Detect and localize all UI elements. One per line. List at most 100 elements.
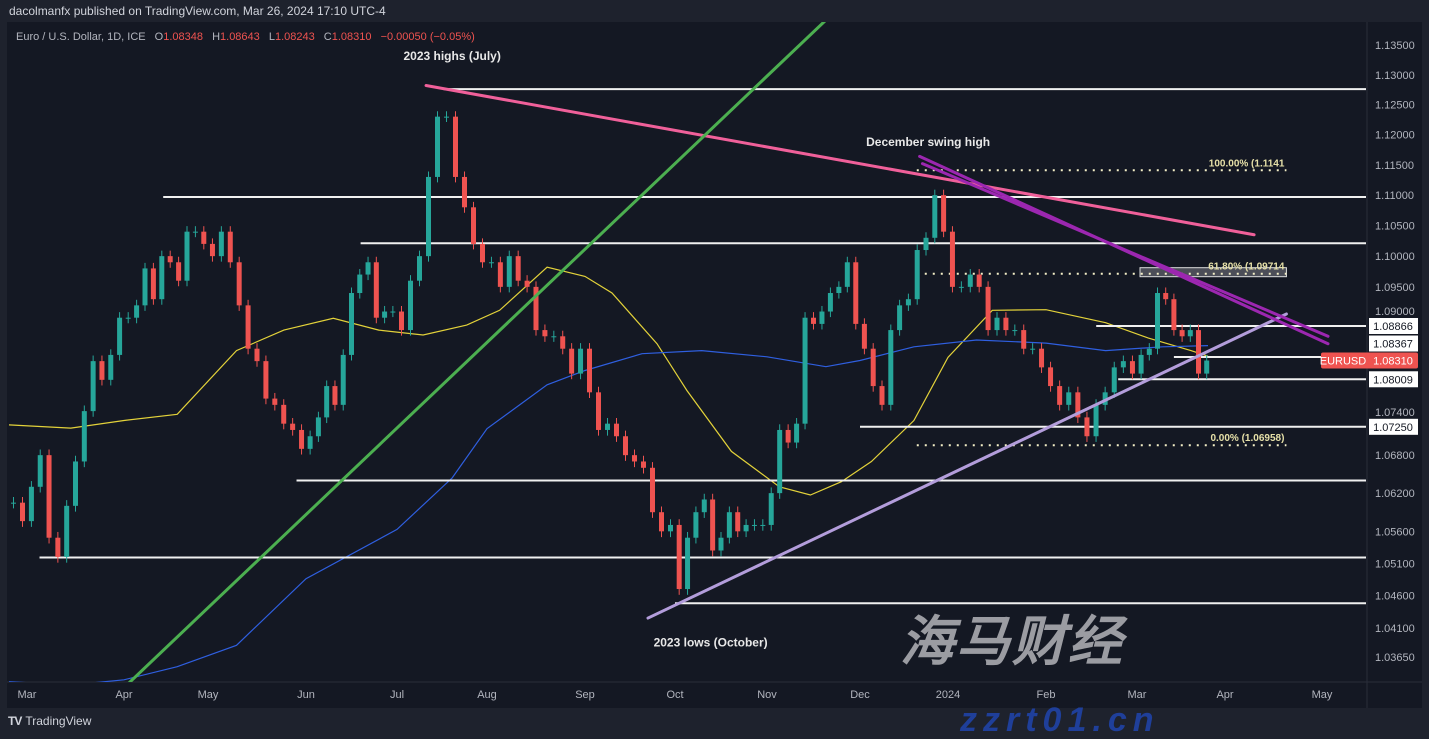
close-value: 1.08310 [331, 31, 372, 43]
candle [290, 423, 296, 430]
candle [560, 336, 566, 349]
candle [497, 262, 503, 287]
candle [426, 176, 431, 257]
trendline[interactable] [424, 84, 1256, 237]
candle [967, 274, 973, 287]
candle [28, 486, 34, 522]
last-price-value: 1.08310 [1373, 356, 1413, 368]
candle [614, 423, 619, 437]
price-tick-label: 1.09000 [1375, 306, 1415, 318]
time-axis[interactable]: Mar Apr May Jun Jul Aug Sep Oct Nov Dec 2024 Feb Mar… [18, 689, 1333, 701]
candle [1129, 361, 1135, 374]
candle [201, 231, 207, 244]
time-tick-label: Oct [666, 689, 683, 701]
tradingview-footer[interactable]: TV TradingView [8, 714, 91, 728]
candle [272, 398, 278, 405]
horizontal-levels [39, 88, 1366, 605]
tradingview-brand: TradingView [25, 714, 92, 728]
candle [382, 311, 388, 318]
candle [488, 262, 494, 264]
candle [777, 429, 783, 494]
candle [1120, 361, 1126, 368]
price-tick-label: 1.13000 [1375, 70, 1415, 82]
time-tick-label: Mar [1128, 689, 1147, 701]
candle [794, 423, 800, 443]
candle [1171, 299, 1177, 331]
candle [914, 250, 920, 300]
level-price-box [1369, 335, 1418, 352]
candle [1039, 348, 1045, 368]
candle [315, 417, 321, 437]
time-tick-label: May [198, 689, 219, 701]
candle [743, 524, 749, 532]
candle [20, 502, 25, 522]
time-tick-label: Dec [850, 689, 870, 701]
annotation-label: 2023 lows (October) [654, 636, 768, 650]
candle [506, 256, 512, 287]
high-label: H [212, 31, 221, 43]
candle [324, 386, 330, 418]
candle [90, 361, 96, 412]
candle [480, 243, 485, 263]
candle [471, 207, 476, 244]
candle [218, 231, 224, 257]
candle [1204, 360, 1210, 374]
candle [685, 537, 691, 590]
candle [515, 256, 521, 281]
candle [1093, 404, 1099, 437]
candle [435, 116, 440, 177]
candle [1030, 348, 1036, 350]
fibonacci-retracement[interactable]: 100.00% (1.1141 61.80% (1.09714 0.00% (1.0… [916, 158, 1287, 447]
watermark-url: zzrt01.cn [960, 701, 1160, 739]
candles [11, 111, 1210, 595]
low-value: 1.08243 [274, 31, 315, 43]
price-tick-label: 1.04100 [1375, 623, 1415, 635]
candle [897, 305, 903, 331]
level-price-label: 1.08866 [1373, 321, 1413, 333]
level-price-label: 1.08367 [1373, 339, 1413, 351]
candle [701, 499, 707, 513]
candle [623, 436, 628, 456]
time-tick-label: Nov [757, 689, 777, 701]
candle [462, 176, 467, 208]
trendline[interactable] [127, 20, 827, 685]
candle [976, 274, 982, 287]
time-tick-label: Feb [1037, 689, 1056, 701]
candle [994, 317, 1000, 331]
candle [1066, 392, 1072, 405]
trendline[interactable] [646, 312, 1288, 620]
candle [718, 537, 724, 551]
candle [142, 268, 148, 306]
price-axis[interactable]: 1.13500 1.13000 1.12500 1.12000 1.11500 1.110… [1375, 40, 1415, 664]
fib-level-label: 61.80% (1.09714 [1208, 262, 1285, 273]
open-label: O [154, 31, 164, 43]
candle [542, 330, 548, 337]
last-price-symbol: EURUSD [1320, 356, 1367, 368]
price-tick-label: 1.10500 [1375, 221, 1415, 233]
time-tick-label: Jun [297, 689, 315, 701]
symbol-description: Euro / U.S. Dollar, 1D, ICE [16, 31, 146, 43]
trendlines[interactable] [127, 20, 1330, 685]
watermark-logo: 海马财经 [900, 612, 1124, 672]
candle [735, 512, 741, 532]
low-label: L [268, 31, 275, 43]
candle [209, 243, 215, 257]
candle [726, 512, 732, 538]
price-tick-label: 1.07400 [1375, 407, 1415, 419]
candle [768, 493, 774, 525]
candle [751, 524, 757, 526]
price-tick-label: 1.05100 [1375, 558, 1415, 570]
candle [373, 262, 379, 318]
trendline[interactable] [920, 162, 1330, 338]
candle [349, 293, 354, 355]
candle [693, 512, 699, 538]
candle [802, 317, 808, 424]
candle [870, 348, 876, 387]
time-tick-label: May [1312, 689, 1333, 701]
time-tick-label: Apr [1216, 689, 1233, 701]
candle [117, 317, 123, 355]
candle [340, 354, 346, 405]
annotations: 2023 highs (July) December swing high 2023… [403, 49, 990, 650]
tradingview-logo-icon: TV [8, 714, 22, 728]
